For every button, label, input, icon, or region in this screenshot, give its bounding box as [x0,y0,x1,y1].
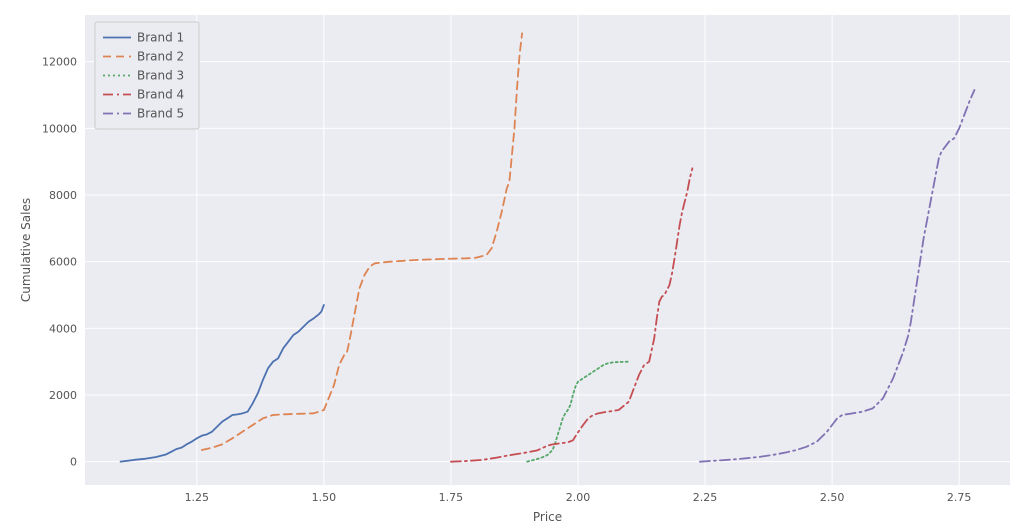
y-tick-label: 0 [70,456,77,469]
x-tick-label: 2.75 [947,491,972,504]
line-chart: 1.25 1.50 1.75 2.00 2.25 2.50 2.75 0 2000 4000 600… [0,0,1026,529]
x-tick-label: 1.50 [312,491,337,504]
legend-label-1: Brand 1 [137,31,184,45]
chart-container: 1.25 1.50 1.75 2.00 2.25 2.50 2.75 0 2000 4000 600… [0,0,1026,529]
x-tick-label: 2.00 [566,491,591,504]
y-tick-label: 8000 [49,189,77,202]
x-tick-label: 2.50 [820,491,845,504]
legend-label-2: Brand 2 [137,50,184,64]
legend: Brand 1 Brand 2 Brand 3 Brand 4 Brand 5 [95,22,199,129]
y-axis-label: Cumulative Sales [19,198,33,302]
x-axis-label: Price [533,510,562,524]
y-tick-label: 6000 [49,256,77,269]
x-tick-label: 1.25 [185,491,210,504]
y-tick-label: 4000 [49,322,77,335]
y-tick-label: 12000 [42,56,77,69]
x-tick-label: 2.25 [693,491,718,504]
legend-label-5: Brand 5 [137,107,184,121]
y-tick-label: 2000 [49,389,77,402]
x-tick-label: 1.75 [439,491,464,504]
legend-label-4: Brand 4 [137,88,184,102]
legend-label-3: Brand 3 [137,69,184,83]
plot-background [85,15,1010,485]
y-tick-label: 10000 [42,122,77,135]
